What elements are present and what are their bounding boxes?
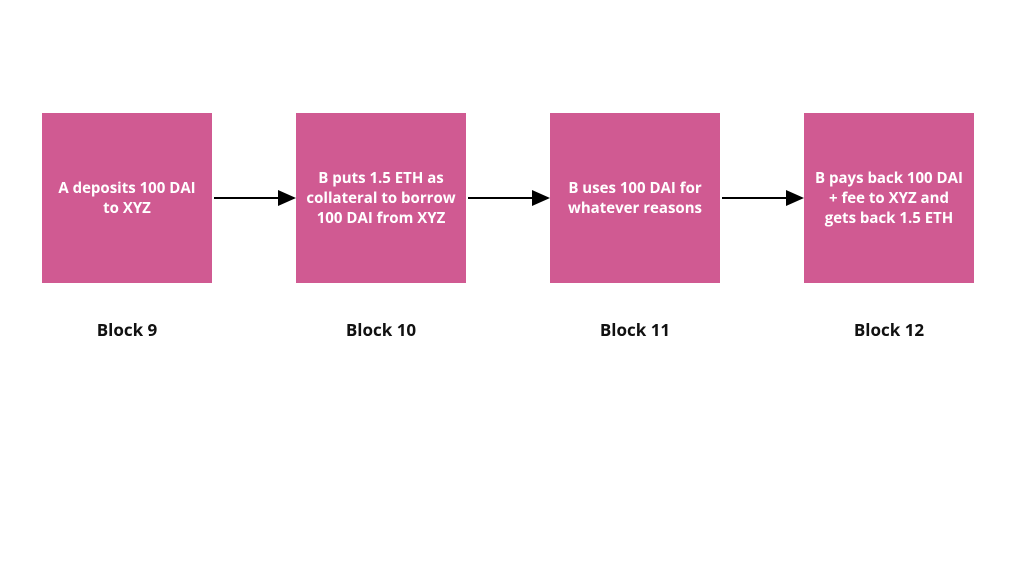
flow-caption-block-9: Block 9 [42, 318, 212, 341]
flow-arrow [720, 183, 804, 213]
flow-caption-text: Block 9 [97, 318, 158, 341]
flow-node-block-11: B uses 100 DAI for whatever reasons [550, 113, 720, 283]
diagram-canvas: A deposits 100 DAI to XYZ Block 9 B puts… [0, 0, 1011, 564]
flow-node-block-10: B puts 1.5 ETH as collateral to borrow 1… [296, 113, 466, 283]
flow-node-text: B pays back 100 DAI + fee to XYZ and get… [814, 168, 964, 229]
flow-node-block-12: B pays back 100 DAI + fee to XYZ and get… [804, 113, 974, 283]
flow-node-text: B uses 100 DAI for whatever reasons [560, 178, 710, 219]
flow-caption-text: Block 11 [600, 318, 670, 341]
flow-node-block-9: A deposits 100 DAI to XYZ [42, 113, 212, 283]
flow-arrow [212, 183, 296, 213]
flow-caption-block-10: Block 10 [296, 318, 466, 341]
flow-node-text: A deposits 100 DAI to XYZ [52, 178, 202, 219]
flow-arrow [466, 183, 550, 213]
flow-caption-text: Block 10 [346, 318, 416, 341]
flow-caption-block-11: Block 11 [550, 318, 720, 341]
flow-caption-text: Block 12 [854, 318, 924, 341]
flow-node-text: B puts 1.5 ETH as collateral to borrow 1… [306, 168, 456, 229]
flow-caption-block-12: Block 12 [804, 318, 974, 341]
